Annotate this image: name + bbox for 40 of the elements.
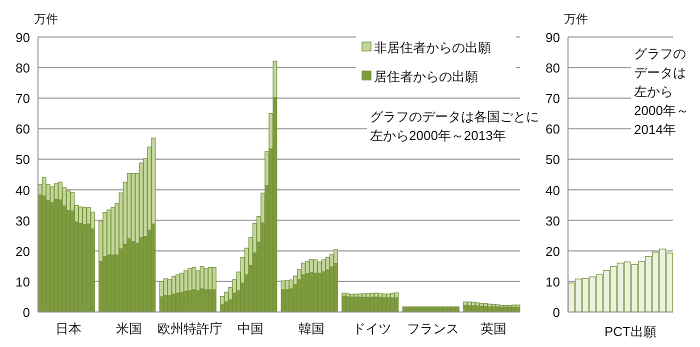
y-tick-label: 10 xyxy=(16,274,30,290)
x-tick-label: ドイツ xyxy=(352,321,392,336)
y-tick-label: 0 xyxy=(552,305,560,320)
x-tick-label: 日本 xyxy=(55,321,82,336)
y-tick-label: 70 xyxy=(16,91,30,106)
y-tick-label: 90 xyxy=(16,30,30,45)
x-tick-label: 中国 xyxy=(238,321,264,336)
y-tick-label: 20 xyxy=(546,244,560,259)
y-tick-label: 0 xyxy=(22,305,30,320)
y-tick-label: 40 xyxy=(546,182,560,198)
annotation: 左から xyxy=(634,84,673,99)
annotation: グラフのデータは各国ごとに xyxy=(370,109,539,124)
annotation: 左から2000年～2013年 xyxy=(370,128,506,143)
x-tick-label: フランス xyxy=(406,321,459,336)
legend-label: 非居住者からの出願 xyxy=(374,40,491,55)
y-tick-label: 60 xyxy=(16,122,30,137)
y-tick-label: 60 xyxy=(546,122,560,137)
y-tick-label: 30 xyxy=(16,213,30,228)
y-tick-label: 30 xyxy=(546,213,560,228)
y-tick-label: 70 xyxy=(546,91,560,106)
legend-label: 居住者からの出願 xyxy=(374,69,478,84)
x-tick-label: 韓国 xyxy=(298,321,324,336)
x-tick-label: 米国 xyxy=(116,321,142,336)
x-tick-label: 欧州特許庁 xyxy=(157,321,222,336)
y-tick-label: 90 xyxy=(546,30,560,45)
y-tick-label: 50 xyxy=(546,152,560,168)
x-tick-label: 英国 xyxy=(480,321,507,336)
annotation: データは xyxy=(634,65,686,80)
y-axis-title: 万件 xyxy=(564,12,588,26)
y-tick-label: 80 xyxy=(546,60,560,76)
y-tick-label: 20 xyxy=(16,244,30,259)
annotation: 2014年 xyxy=(634,122,676,137)
y-tick-label: 80 xyxy=(16,60,30,76)
y-tick-label: 40 xyxy=(16,182,30,198)
y-tick-label: 50 xyxy=(16,152,30,168)
annotation: 2000年～ xyxy=(634,103,689,118)
y-axis-title: 万件 xyxy=(34,12,58,26)
y-tick-label: 10 xyxy=(546,274,560,290)
annotation: グラフの xyxy=(634,46,686,61)
x-axis-title: PCT出願 xyxy=(604,324,656,339)
